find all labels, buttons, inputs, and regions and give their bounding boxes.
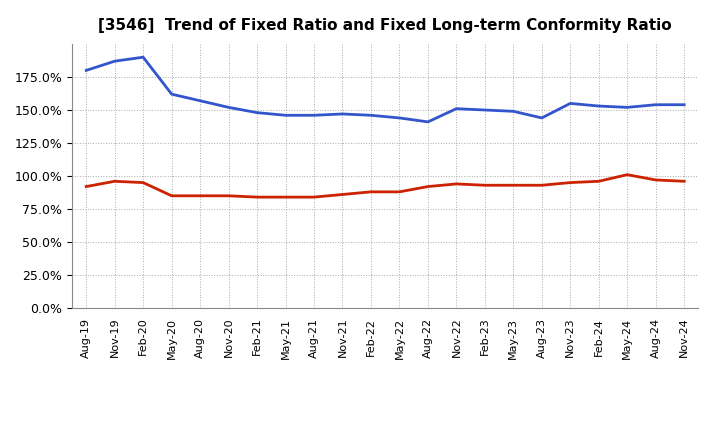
Fixed Long-term Conformity Ratio [225,193,233,198]
Fixed Ratio [595,103,603,109]
Fixed Long-term Conformity Ratio [282,194,290,200]
Fixed Ratio [652,102,660,107]
Title: [3546]  Trend of Fixed Ratio and Fixed Long-term Conformity Ratio: [3546] Trend of Fixed Ratio and Fixed Lo… [99,18,672,33]
Line: Fixed Ratio: Fixed Ratio [86,57,684,122]
Fixed Ratio [366,113,375,118]
Fixed Ratio [566,101,575,106]
Fixed Ratio [82,68,91,73]
Fixed Ratio [395,115,404,121]
Fixed Long-term Conformity Ratio [310,194,318,200]
Fixed Long-term Conformity Ratio [110,179,119,184]
Fixed Long-term Conformity Ratio [196,193,204,198]
Fixed Long-term Conformity Ratio [652,177,660,183]
Fixed Long-term Conformity Ratio [167,193,176,198]
Fixed Ratio [623,105,631,110]
Fixed Long-term Conformity Ratio [253,194,261,200]
Line: Fixed Long-term Conformity Ratio: Fixed Long-term Conformity Ratio [86,175,684,197]
Fixed Ratio [139,55,148,60]
Fixed Ratio [423,119,432,125]
Fixed Long-term Conformity Ratio [82,184,91,189]
Fixed Ratio [196,98,204,103]
Fixed Ratio [680,102,688,107]
Fixed Long-term Conformity Ratio [452,181,461,187]
Fixed Long-term Conformity Ratio [680,179,688,184]
Fixed Ratio [282,113,290,118]
Fixed Ratio [537,115,546,121]
Fixed Long-term Conformity Ratio [566,180,575,185]
Fixed Ratio [452,106,461,111]
Fixed Ratio [310,113,318,118]
Fixed Long-term Conformity Ratio [595,179,603,184]
Fixed Ratio [167,92,176,97]
Fixed Long-term Conformity Ratio [480,183,489,188]
Fixed Long-term Conformity Ratio [537,183,546,188]
Fixed Long-term Conformity Ratio [338,192,347,197]
Fixed Long-term Conformity Ratio [395,189,404,194]
Fixed Long-term Conformity Ratio [509,183,518,188]
Fixed Long-term Conformity Ratio [366,189,375,194]
Fixed Long-term Conformity Ratio [423,184,432,189]
Fixed Ratio [110,59,119,64]
Fixed Long-term Conformity Ratio [623,172,631,177]
Fixed Ratio [253,110,261,115]
Fixed Long-term Conformity Ratio [139,180,148,185]
Fixed Ratio [338,111,347,117]
Fixed Ratio [225,105,233,110]
Fixed Ratio [480,107,489,113]
Fixed Ratio [509,109,518,114]
